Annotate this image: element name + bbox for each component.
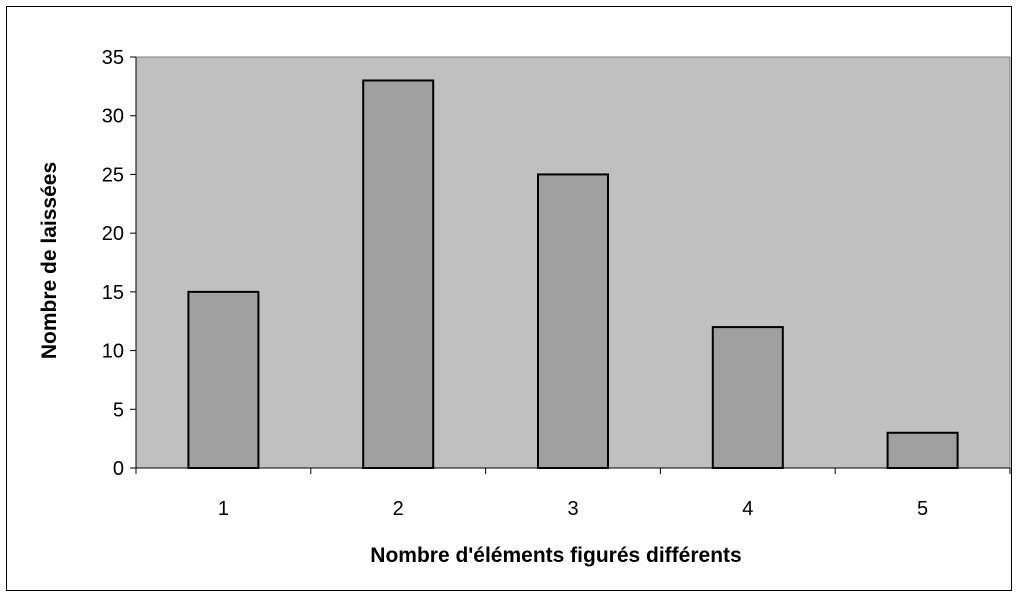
y-axis: 0 5 10 15 20 25 30 35 [102,47,137,480]
bar-4 [711,326,784,470]
y-tick-label: 25 [102,164,124,186]
bar-1 [187,290,260,469]
x-tick-label: 1 [218,498,229,520]
x-tick-label: 4 [742,498,753,520]
x-tick-label: 3 [567,498,578,520]
bars [187,79,959,470]
y-tick-label: 5 [113,399,124,421]
x-axis: 1 2 3 4 5 [135,467,1011,520]
x-tick-label: 2 [393,498,404,520]
y-tick-label: 0 [113,458,124,480]
y-tick-label: 20 [102,223,124,245]
bar-2 [362,79,435,469]
x-tick-label: 5 [917,498,928,520]
y-tick-label: 10 [102,341,124,363]
y-axis-title: Nombre de laissées [38,162,61,359]
x-axis-title: Nombre d'éléments figurés différents [370,544,741,567]
bar-3 [537,173,609,470]
y-tick-label: 15 [102,282,124,304]
bar-5 [886,431,959,469]
y-tick-label: 35 [102,47,124,69]
y-tick-label: 30 [102,106,124,128]
